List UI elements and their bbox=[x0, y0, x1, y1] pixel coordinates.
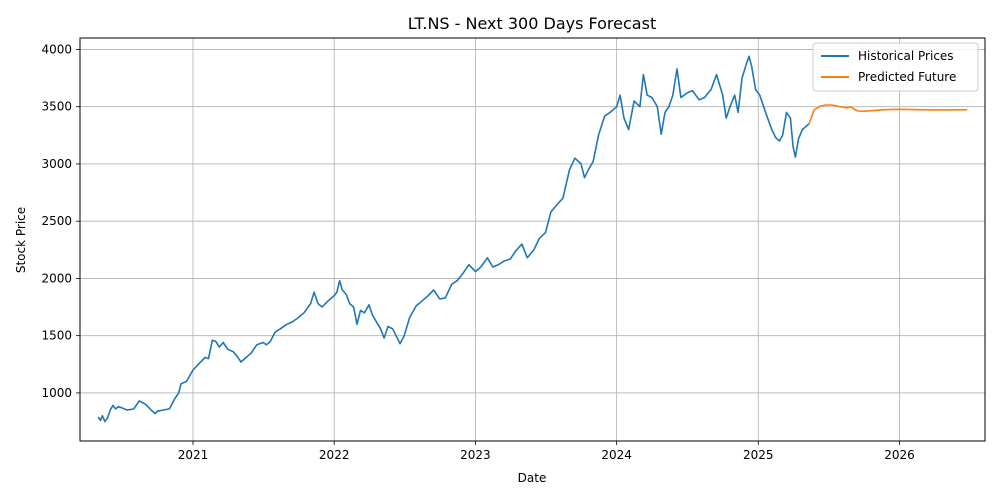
chart-title: LT.NS - Next 300 Days Forecast bbox=[408, 14, 656, 33]
grid-lines bbox=[80, 38, 985, 441]
series-lines bbox=[97, 55, 968, 423]
legend: Historical Prices Predicted Future bbox=[812, 42, 979, 92]
x-axis-title: Date bbox=[518, 471, 547, 485]
y-axis-title: Stock Price bbox=[14, 207, 28, 273]
y-tick-label: 3000 bbox=[41, 157, 72, 171]
x-tick-label: 2022 bbox=[319, 448, 350, 462]
legend-label-predicted: Predicted Future bbox=[858, 70, 956, 84]
y-tick-label: 4000 bbox=[41, 42, 72, 56]
legend-label-historical: Historical Prices bbox=[858, 49, 954, 63]
historical-prices-line bbox=[97, 55, 810, 423]
x-tick-label: 2021 bbox=[178, 448, 209, 462]
x-tick-label: 2023 bbox=[460, 448, 491, 462]
predicted-future-line bbox=[808, 104, 968, 125]
y-tick-label: 3500 bbox=[41, 100, 72, 114]
y-tick-label: 1500 bbox=[41, 329, 72, 343]
axis-ticks: 2021 2022 2023 2024 2025 2026 1000 1500 2000 2500… bbox=[41, 42, 914, 462]
y-tick-label: 2500 bbox=[41, 214, 72, 228]
y-tick-label: 2000 bbox=[41, 271, 72, 285]
x-tick-label: 2024 bbox=[601, 448, 632, 462]
plot-frame bbox=[79, 37, 986, 442]
x-tick-label: 2025 bbox=[743, 448, 774, 462]
legend-box bbox=[812, 42, 979, 92]
x-tick-label: 2026 bbox=[884, 448, 915, 462]
y-tick-label: 1000 bbox=[41, 386, 72, 400]
